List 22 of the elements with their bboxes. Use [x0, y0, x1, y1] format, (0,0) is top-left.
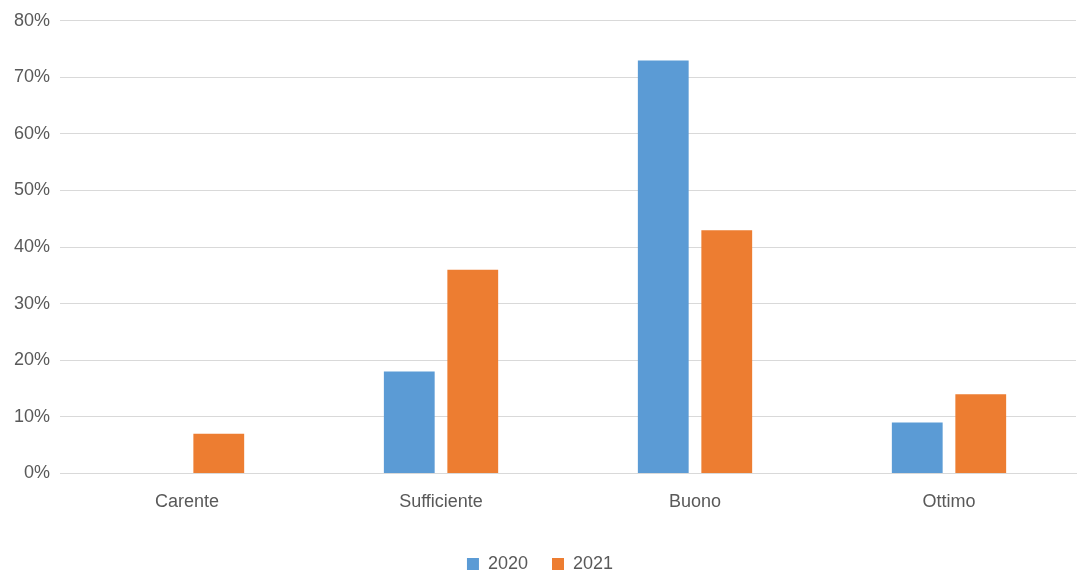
y-tick-label: 60% — [14, 122, 51, 143]
bar — [447, 269, 499, 473]
y-tick-label: 20% — [14, 349, 51, 370]
y-tick-label: 70% — [14, 66, 51, 87]
x-tick-label: Ottimo — [922, 491, 976, 512]
y-tick-label: 40% — [14, 236, 51, 257]
legend-label: 2020 — [487, 552, 528, 573]
y-tick-label: 0% — [24, 462, 51, 483]
legend-label: 2021 — [573, 552, 614, 573]
bar — [383, 371, 435, 473]
x-tick-label: Carente — [155, 491, 220, 512]
x-tick-label: Buono — [668, 491, 722, 512]
bar — [193, 433, 245, 473]
x-tick-label: Sufficiente — [399, 491, 483, 512]
y-tick-label: 10% — [14, 405, 51, 426]
bar — [637, 60, 689, 473]
y-tick-label: 30% — [14, 292, 51, 313]
bar — [955, 394, 1007, 473]
bar — [701, 230, 753, 473]
y-tick-label: 80% — [14, 9, 51, 30]
bar — [891, 422, 943, 473]
y-tick-label: 50% — [14, 179, 51, 200]
